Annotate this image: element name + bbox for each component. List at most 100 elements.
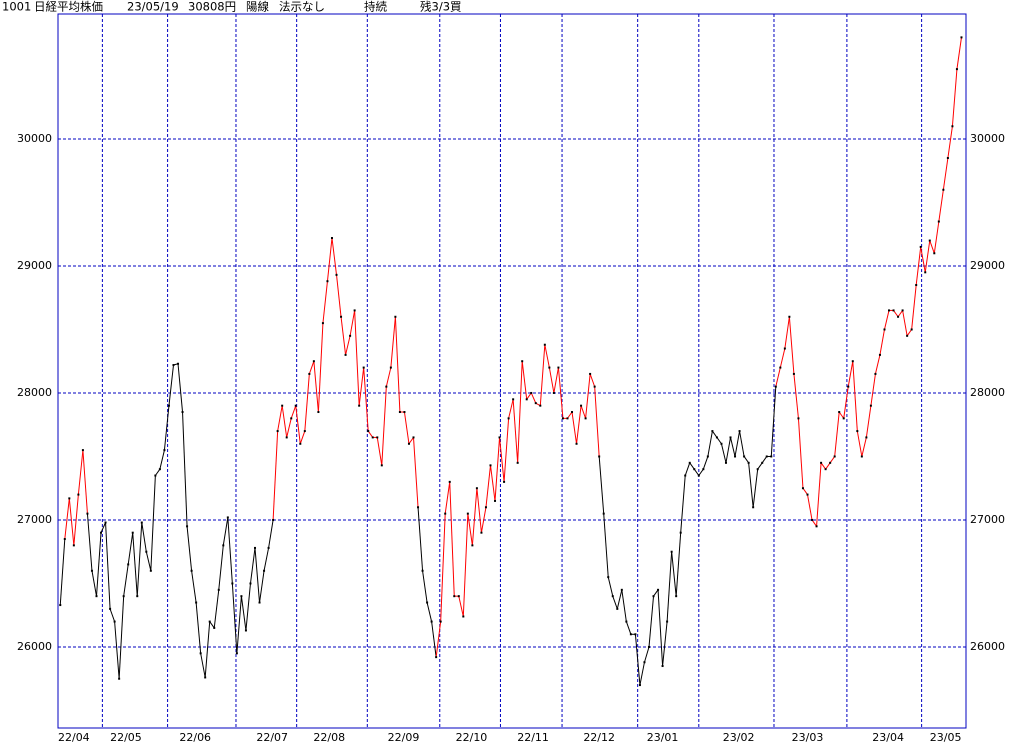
- x-tick-label: 22/12: [583, 731, 615, 744]
- price-segment: [476, 488, 482, 533]
- price-point: [747, 461, 750, 464]
- price-segment: [132, 532, 138, 597]
- price-point: [376, 436, 379, 439]
- price-point: [59, 604, 62, 607]
- price-segment: [191, 570, 197, 603]
- price-segment: [86, 513, 93, 571]
- price-point: [620, 588, 623, 591]
- price-point: [398, 411, 401, 414]
- price-segment: [494, 437, 501, 501]
- price-segment: [299, 430, 306, 444]
- price-point: [616, 607, 619, 610]
- price-segment: [145, 551, 152, 571]
- price-point: [960, 36, 963, 39]
- price-point: [303, 430, 306, 433]
- price-point: [503, 480, 506, 483]
- price-point: [204, 676, 207, 679]
- price-segment: [793, 373, 799, 419]
- price-segment: [743, 456, 750, 464]
- price-segment: [947, 126, 953, 159]
- price-segment: [861, 437, 867, 457]
- price-segment: [168, 364, 174, 406]
- price-point: [711, 430, 714, 433]
- price-segment: [163, 405, 170, 451]
- price-segment: [394, 316, 401, 413]
- price-point: [480, 531, 483, 534]
- price-point: [435, 656, 438, 659]
- price-segment: [603, 513, 609, 578]
- price-point: [955, 68, 958, 71]
- price-segment: [322, 281, 328, 324]
- price-segment: [326, 237, 333, 282]
- price-point: [693, 468, 696, 471]
- price-point: [294, 404, 297, 407]
- price-point: [86, 512, 89, 515]
- price-point: [521, 360, 524, 363]
- price-point: [833, 455, 836, 458]
- price-point: [670, 550, 673, 553]
- price-point: [851, 360, 854, 363]
- price-segment: [725, 437, 732, 463]
- price-segment: [336, 274, 342, 317]
- price-segment: [802, 487, 808, 495]
- price-point: [684, 474, 687, 477]
- price-point: [548, 366, 551, 369]
- price-segment: [648, 596, 655, 648]
- price-point: [697, 474, 700, 477]
- price-point: [761, 461, 764, 464]
- price-point: [924, 271, 927, 274]
- price-point: [448, 480, 451, 483]
- price-segment: [807, 494, 813, 521]
- price-segment: [625, 621, 632, 635]
- price-point: [154, 474, 157, 477]
- price-segment: [589, 373, 596, 387]
- price-point: [625, 620, 628, 623]
- price-point: [349, 334, 352, 337]
- price-point: [308, 372, 311, 375]
- price-point: [276, 430, 279, 433]
- price-segment: [123, 564, 129, 597]
- price-segment: [666, 551, 673, 622]
- price-point: [910, 328, 913, 331]
- y-tick-label-right: 30000: [970, 132, 1005, 145]
- price-point: [475, 487, 478, 490]
- price-segment: [431, 621, 437, 658]
- price-segment: [517, 361, 523, 463]
- price-segment: [331, 237, 338, 275]
- price-segment: [114, 621, 120, 679]
- price-segment: [902, 310, 908, 336]
- price-segment: [286, 418, 292, 438]
- price-segment: [503, 418, 510, 482]
- price-point: [561, 417, 564, 420]
- price-segment: [268, 519, 274, 548]
- price-segment: [788, 316, 795, 374]
- price-point: [213, 626, 216, 629]
- price-point: [847, 385, 850, 388]
- price-segment: [462, 513, 469, 617]
- price-point: [272, 518, 275, 521]
- price-point: [109, 607, 112, 610]
- price-point: [734, 455, 737, 458]
- price-point: [543, 343, 546, 346]
- price-segment: [109, 608, 116, 622]
- price-segment: [598, 456, 605, 514]
- price-point: [263, 569, 266, 572]
- price-segment: [290, 405, 297, 419]
- price-point: [367, 430, 370, 433]
- price-point: [878, 353, 881, 356]
- price-point: [720, 442, 723, 445]
- price-segment: [879, 329, 885, 355]
- price-point: [820, 461, 823, 464]
- price-segment: [381, 386, 387, 466]
- price-segment: [784, 316, 790, 349]
- price-point: [539, 404, 542, 407]
- price-point: [217, 588, 220, 591]
- price-point: [426, 601, 429, 604]
- price-point: [285, 436, 288, 439]
- price-point: [797, 417, 800, 420]
- price-segment: [730, 437, 736, 457]
- price-point: [417, 506, 420, 509]
- price-point: [208, 620, 211, 623]
- price-point: [267, 546, 270, 549]
- price-point: [253, 546, 256, 549]
